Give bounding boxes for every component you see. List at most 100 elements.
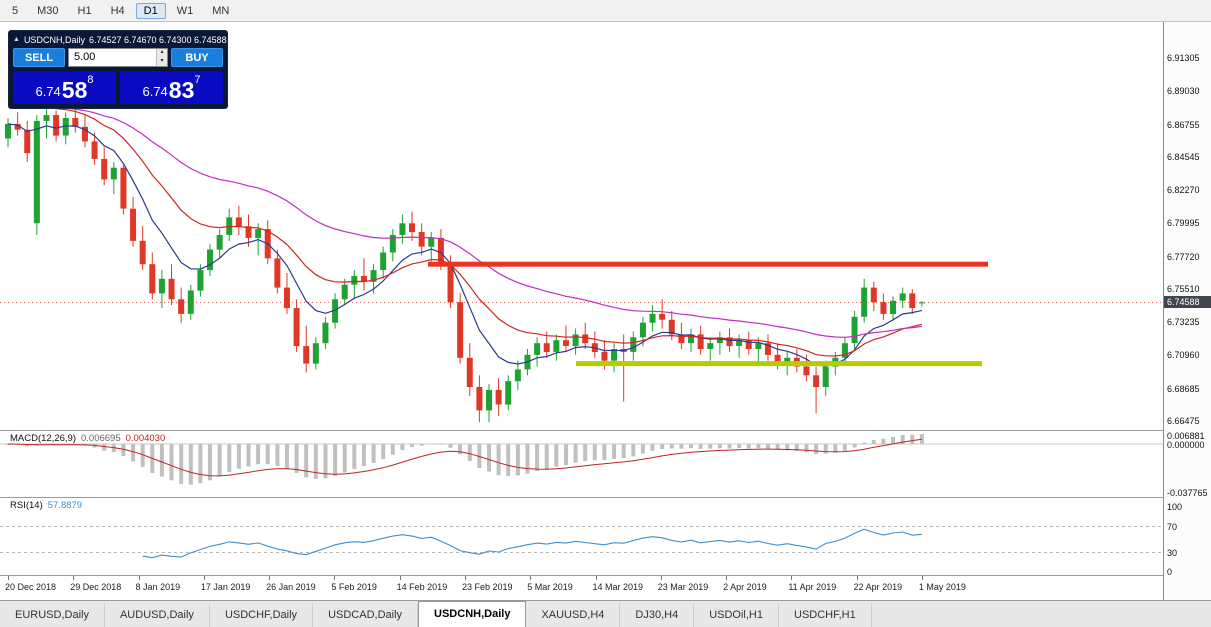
collapse-one-click-icon[interactable]: ▲: [13, 36, 20, 43]
volume-down-icon[interactable]: ▾: [157, 57, 167, 66]
macd-indicator-label: MACD(12,26,9) 0.006695 0.004030: [10, 433, 165, 444]
period-button-W1[interactable]: W1: [176, 4, 194, 17]
price-scale[interactable]: 6.91305 6.89030 6.86755 6.84545 6.82270 6.799…: [1163, 22, 1211, 600]
price-scale-label: 6.79995: [1167, 218, 1200, 228]
time-axis-label: 14 Feb 2019: [396, 582, 448, 592]
time-axis-tick: [73, 576, 75, 580]
macd-panel[interactable]: [0, 430, 1163, 497]
time-axis-tick: [464, 576, 466, 580]
chart-tab-usdoil-h1[interactable]: USDOil,H1: [694, 604, 779, 627]
time-axis-tick: [8, 576, 9, 580]
resistance-line[interactable]: [428, 261, 988, 267]
time-axis-label: 11 Apr 2019: [788, 582, 837, 592]
chart-symbol-title: USDCNH,Daily: [23, 34, 85, 45]
chart-tab-usdcad-daily[interactable]: USDCAD,Daily: [313, 604, 419, 627]
chart-tab-dj30-h4[interactable]: DJ30,H4: [620, 604, 695, 627]
sell-price-pips: 58: [61, 77, 88, 103]
rsi-indicator-label: RSI(14) 57.8879: [10, 500, 82, 511]
rsi-scale-label: 0: [1167, 567, 1173, 577]
time-axis-label: 2 Apr 2019: [723, 582, 767, 592]
time-axis-tick: [203, 576, 205, 580]
time-axis-label: 5 Mar 2019: [527, 582, 573, 592]
time-axis-tick: [726, 576, 728, 580]
chart-tab-usdchf-daily[interactable]: USDCHF,Daily: [210, 604, 314, 627]
buy-price-pips: 83: [168, 77, 195, 103]
time-axis-label: 5 Feb 2019: [331, 582, 377, 592]
rsi-panel[interactable]: [0, 497, 1163, 575]
price-scale-label: 6.73235: [1167, 317, 1200, 327]
price-scale-label: 6.68685: [1167, 384, 1200, 394]
sell-price-point: 8: [87, 74, 94, 86]
sell-button[interactable]: SELL: [13, 48, 65, 67]
chart-tab-usdcnh-daily[interactable]: USDCNH,Daily: [418, 601, 527, 627]
price-scale-label: 6.75510: [1167, 284, 1200, 294]
sell-price-base: 6.74: [35, 84, 61, 99]
period-button-M30[interactable]: M30: [37, 4, 59, 17]
period-button-MN[interactable]: MN: [212, 4, 230, 17]
macd-main-value: 0.006695: [81, 433, 121, 444]
time-axis-tick: [921, 576, 923, 580]
time-axis-tick: [595, 576, 597, 580]
period-button-5[interactable]: 5: [12, 4, 19, 17]
panel-separator: [0, 575, 1163, 576]
price-scale-label: 6.91305: [1167, 53, 1200, 63]
rsi-scale-label: 30: [1167, 548, 1178, 558]
panel-separator[interactable]: [0, 497, 1163, 498]
price-scale-label: 6.66475: [1167, 416, 1200, 426]
price-chart[interactable]: [0, 22, 1163, 430]
time-axis-tick: [269, 576, 271, 580]
buy-price-point: 7: [194, 74, 201, 86]
price-scale-label: 6.84545: [1167, 152, 1200, 162]
rsi-line: [142, 528, 922, 559]
macd-scale-label: 0.000000: [1167, 440, 1205, 450]
chart-tab-audusd-daily[interactable]: AUDUSD,Daily: [105, 604, 210, 627]
panel-separator[interactable]: [0, 430, 1163, 431]
time-axis-tick: [138, 576, 140, 580]
ma-line-42: [7, 101, 922, 338]
time-axis-tick: [399, 576, 401, 580]
rsi-scale-label: 100: [1167, 502, 1183, 512]
sell-price-tile[interactable]: 6.74 58 8: [13, 71, 116, 104]
buy-button[interactable]: BUY: [171, 48, 223, 67]
time-axis-tick: [660, 576, 662, 580]
macd-scale-label: 0.006881: [1167, 431, 1205, 441]
ma-line-8: [7, 123, 923, 367]
volume-up-icon[interactable]: ▴: [157, 49, 167, 58]
period-button-H1[interactable]: H1: [77, 4, 92, 17]
time-axis-tick: [856, 576, 858, 580]
candlestick-series: [5, 109, 925, 423]
period-button-D1[interactable]: D1: [135, 2, 166, 19]
chart-tab-eurusd-daily[interactable]: EURUSD,Daily: [0, 604, 105, 627]
chart-tab-usdchf-h1[interactable]: USDCHF,H1: [779, 604, 872, 627]
time-axis: 20 Dec 2018 29 Dec 2018 8 Jan 2019 17 Jan 2…: [0, 575, 1163, 600]
time-axis-label: 1 May 2019: [918, 582, 966, 592]
chart-area: 20 Dec 2018 29 Dec 2018 8 Jan 2019 17 Jan 2…: [0, 22, 1163, 600]
time-axis-label: 26 Jan 2019: [266, 582, 316, 592]
macd-signal-line: [7, 438, 922, 477]
chart-workspace: 20 Dec 2018 29 Dec 2018 8 Jan 2019 17 Jan 2…: [0, 22, 1211, 600]
time-axis-label: 23 Mar 2019: [657, 582, 709, 592]
time-axis-label: 23 Feb 2019: [461, 582, 513, 592]
chart-tab-xauusd-h4[interactable]: XAUUSD,H4: [526, 604, 621, 627]
buy-price-base: 6.74: [142, 84, 168, 99]
rsi-name: RSI(14): [10, 500, 43, 511]
volume-spinner[interactable]: 5.00 ▴ ▾: [68, 48, 168, 67]
time-axis-label: 22 Apr 2019: [853, 582, 903, 592]
period-button-H4[interactable]: H4: [110, 4, 125, 17]
support-line[interactable]: [576, 361, 982, 367]
buy-price-tile[interactable]: 6.74 83 7: [120, 71, 223, 104]
time-axis-label: 20 Dec 2018: [5, 582, 57, 592]
current-price-badge: 6.74588: [1164, 296, 1211, 308]
chart-ohlc-values: 6.74527 6.74670 6.74300 6.74588: [88, 34, 227, 45]
time-axis-label: 8 Jan 2019: [135, 582, 181, 592]
time-axis-label: 14 Mar 2019: [592, 582, 644, 592]
macd-scale-label: -0.037765: [1167, 488, 1208, 498]
macd-signal-value: 0.004030: [125, 433, 166, 444]
ma-line-18: [7, 91, 923, 357]
price-scale-label: 6.89030: [1167, 86, 1200, 96]
rsi-value: 57.8879: [47, 500, 83, 511]
timeframe-toolbar: 5 M30 H1 H4 D1 W1 MN: [0, 0, 1211, 22]
price-scale-label: 6.77720: [1167, 252, 1200, 262]
chart-tabs-bar: EURUSD,Daily AUDUSD,Daily USDCHF,Daily USDC…: [0, 600, 1211, 627]
volume-value[interactable]: 5.00: [74, 51, 96, 63]
